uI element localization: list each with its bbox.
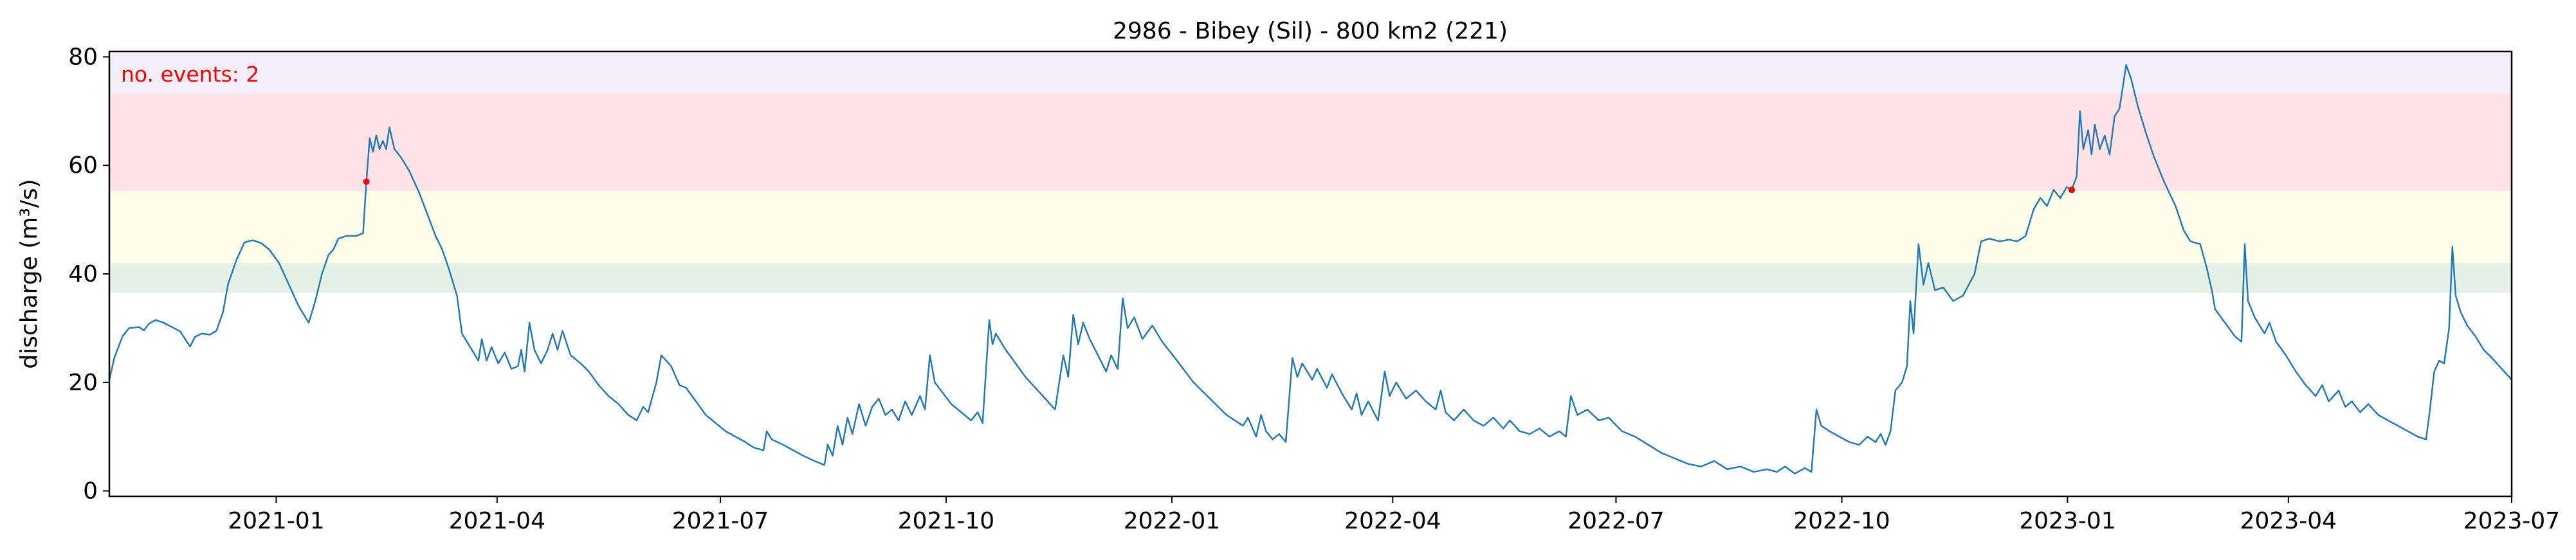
- y-tick-label: 0: [83, 478, 98, 505]
- threshold-band-1: [109, 51, 2512, 94]
- series-layer: [108, 64, 2512, 474]
- x-tick-label: 2021-01: [228, 508, 324, 534]
- x-tick-label: 2021-10: [898, 508, 994, 534]
- events-count-annotation: no. events: 2: [121, 62, 259, 87]
- threshold-band-2: [109, 93, 2512, 191]
- y-axis: 0 20 40 60 80: [68, 44, 109, 505]
- x-tick-label: 2022-01: [1124, 508, 1220, 534]
- x-tick-label: 2022-07: [1567, 508, 1664, 534]
- chart-title: 2986 - Bibey (Sil) - 800 km2 (221): [1113, 18, 1508, 44]
- y-tick-label: 60: [68, 152, 98, 179]
- y-axis-label: discharge (m³/s): [16, 179, 42, 368]
- y-tick-label: 80: [68, 44, 98, 70]
- threshold-band-4: [109, 263, 2512, 293]
- x-axis: 2021-01 2021-04 2021-07 2021-10 2022-01 2022-…: [228, 496, 2560, 534]
- events-layer: [363, 178, 2076, 194]
- threshold-bands: [109, 51, 2512, 293]
- event-marker-1: [363, 178, 370, 185]
- x-tick-label: 2021-07: [672, 508, 769, 534]
- x-tick-label: 2022-04: [1344, 508, 1441, 534]
- discharge-line: [108, 64, 2512, 474]
- x-tick-label: 2023-04: [2240, 508, 2337, 534]
- x-tick-label: 2023-01: [2019, 508, 2115, 534]
- x-tick-label: 2022-10: [1793, 508, 1890, 534]
- x-tick-label: 2021-04: [449, 508, 545, 534]
- x-tick-label: 2023-07: [2463, 508, 2560, 534]
- event-marker-2: [2069, 186, 2076, 194]
- y-tick-label: 40: [68, 261, 98, 287]
- threshold-band-3: [109, 190, 2512, 264]
- y-tick-label: 20: [68, 370, 98, 396]
